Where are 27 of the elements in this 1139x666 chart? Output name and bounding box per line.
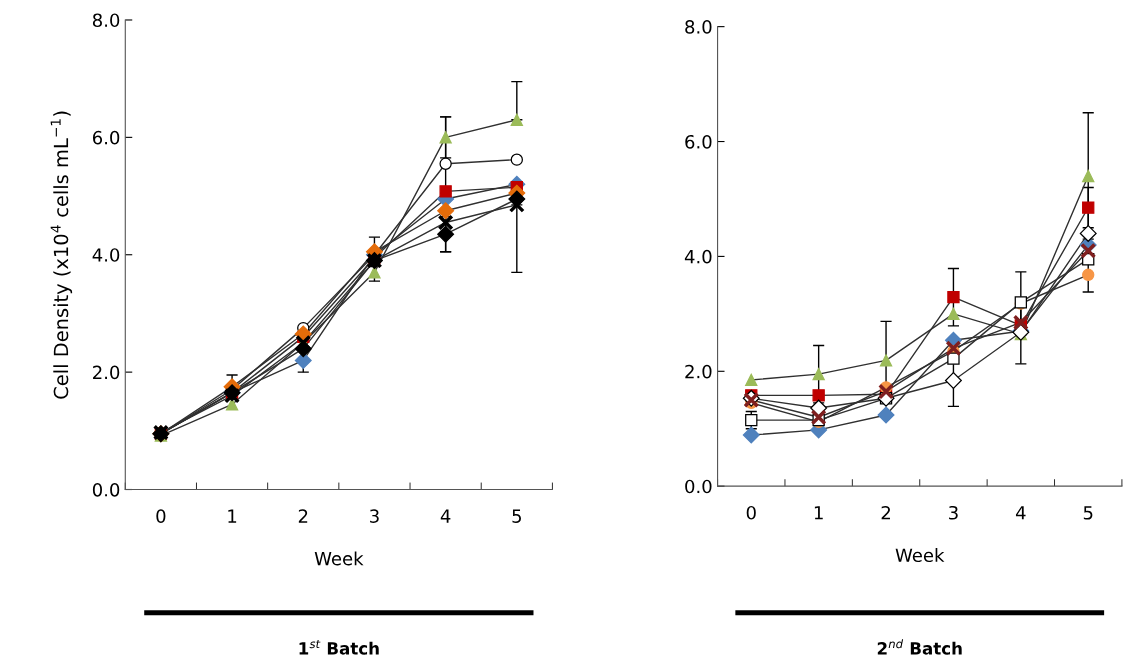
y-tick-label: 4.0 <box>92 248 120 262</box>
x-tick-label: 2 <box>298 509 308 523</box>
x-tick-label: 2 <box>881 505 890 520</box>
x-tick-label: 5 <box>512 509 521 523</box>
y-tick-label: 8.0 <box>92 13 120 28</box>
text: 1$^{st}$ Batch <box>299 639 379 655</box>
y-axis-title: Cell Density (x10$^{4}$ cells mL$^{−1}$) <box>50 111 73 399</box>
x-tick-label: 3 <box>949 505 958 520</box>
x-tick-label: 1 <box>228 509 237 523</box>
y-tick-label: 0.0 <box>92 482 120 497</box>
y-tick-label: 6.0 <box>92 130 120 145</box>
x-tick-label: 5 <box>1083 506 1093 520</box>
y-tick-label: 4.0 <box>684 249 712 264</box>
y-tick-label: 2.0 <box>93 365 120 380</box>
x-tick-label: 0 <box>746 505 756 520</box>
text: 2$^{nd}$ Batch <box>877 639 962 655</box>
x-tick-label: 4 <box>1015 506 1026 520</box>
x-tick-label: 4 <box>440 509 451 523</box>
y-tick-label: 6.0 <box>685 134 712 149</box>
y-tick-label: 0.0 <box>685 479 712 494</box>
x-tick-label: 0 <box>156 509 166 523</box>
y-tick-label: 2.0 <box>685 364 712 379</box>
x-tick-label: 1 <box>814 506 823 520</box>
x-axis-title: Week <box>314 551 364 566</box>
x-axis-title: Week <box>895 548 945 563</box>
x-tick-label: 3 <box>370 509 379 523</box>
y-tick-label: 8.0 <box>685 20 712 34</box>
